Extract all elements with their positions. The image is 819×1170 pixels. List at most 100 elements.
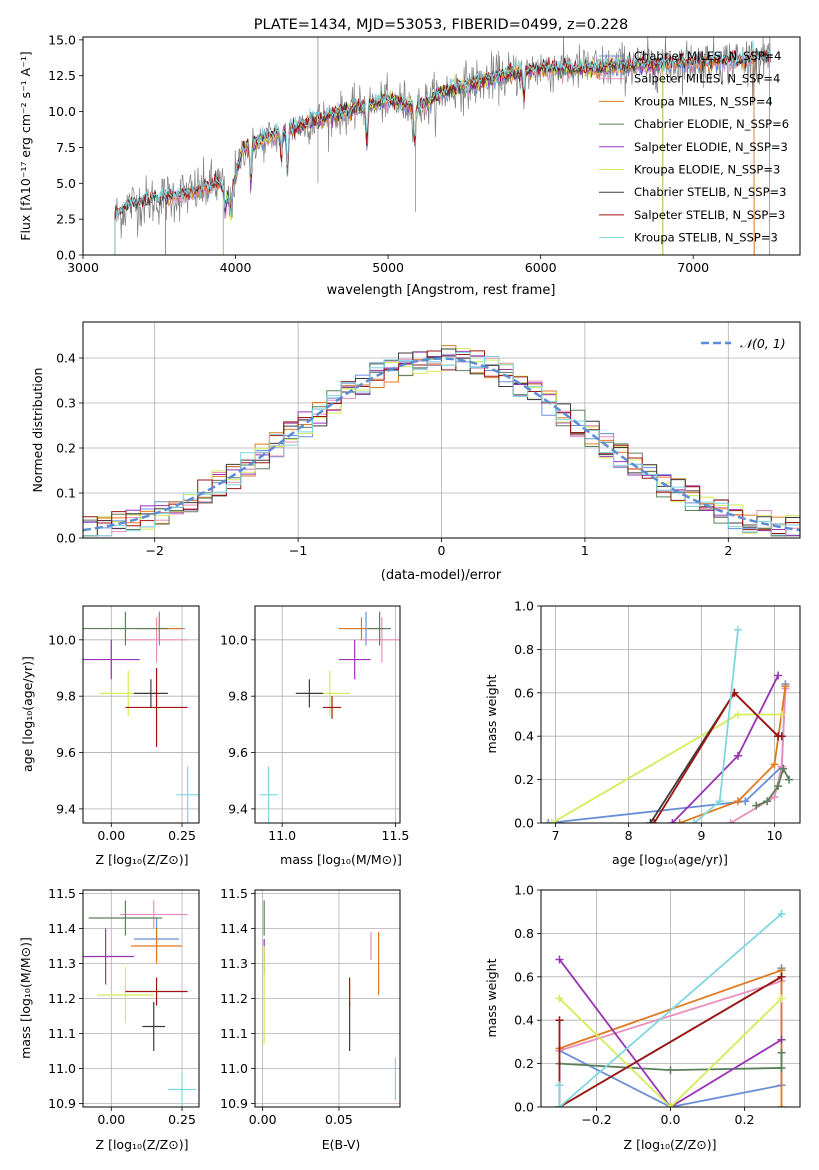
weight-marker-salpeter-elodie [555,955,564,964]
tick-label-y: 11.5 [48,886,76,901]
plot-area-mass_vs_Z [83,890,199,1107]
errorbar-chabrier-elodie [83,611,168,646]
weight-marker-kroupa-stelib [715,797,724,806]
weight-line-kroupa-stelib [558,913,783,1107]
weight-marker-chabrier-elodie [777,1063,786,1072]
weight-marker-kroupa-elodie [777,994,786,1003]
errorbar-kroupa-elodie [97,967,154,1023]
plot-area-mass_vs_ebv [255,890,400,1107]
tick-label-x: 0 [438,543,446,558]
axes-spectrum: 3000 4000 5000 6000 7000 0.0 2.5 5.0 7.5 10.0 12.5… [48,32,801,275]
tick-label-y: 12.5 [48,68,76,83]
weight-marker-chabrier-elodie [779,764,788,773]
plot-area-residuals [83,322,800,538]
x-axis-label-residuals: (data-model)/error [381,568,502,583]
tick-label-x: 7 [552,828,560,843]
weight-line-chabrier-elodie [559,1052,783,1072]
tick-label-y: 0.0 [514,816,534,831]
y-axis-label-age_vs_Z: age [log₁₀(age/yr)] [20,656,35,772]
tick-label-x: 8 [625,828,633,843]
y-axis-label-mass_weight_vs_age: mass weight [484,674,499,753]
tick-label-y: 9.6 [228,745,248,760]
weight-marker-salpeter-elodie [733,751,742,760]
errorbar-chabrier-elodie [368,611,391,646]
tick-label-x: 4000 [220,260,252,275]
tick-label-y: 11.5 [220,886,248,901]
tick-label-y: 0.2 [514,772,534,787]
legend-label-chabrier-miles: Chabrier MILES, N_SSP=4 [634,49,781,63]
weight-line-kroupa-elodie [558,997,783,1107]
axes-mass_vs_ebv: 0.00 0.05 10.9 11.0 11.1 11.2 11.3 11.4 11.5 [220,886,401,1127]
weight-marker-salpeter-elodie [777,1035,786,1044]
tick-label-y: 0.0 [56,248,76,263]
weight-marker-salpeter-stelib [777,972,786,981]
errorbar-salpeter-miles [125,617,188,663]
weight-marker-kroupa-stelib [777,909,786,918]
x-axis-label-mass_vs_Z: Z [log₁₀(Z/Z⊙)] [96,1137,189,1152]
axes-age_vs_Z: 0.00 0.25 9.4 9.6 9.8 10.0 [48,605,200,843]
weight-marker-salpeter-stelib [650,819,659,823]
weight-marker-chabrier-miles [544,819,553,823]
tick-label-x: −0.2 [581,1112,611,1127]
legend-label-salpeter-elodie: Salpeter ELODIE, N_SSP=3 [634,140,788,154]
weight-marker-salpeter-elodie [774,671,783,680]
weight-marker-kroupa-miles [781,682,790,691]
weight-marker-chabrier-miles [741,797,750,806]
weight-marker-kroupa-miles [733,797,742,806]
plot-area-age_vs_mass [255,606,400,823]
figure-title: PLATE=1434, MJD=53053, FIBERID=0499, z=0… [254,17,628,33]
tick-label-x: 1 [581,543,589,558]
legend-label-salpeter-stelib: Salpeter STELIB, N_SSP=3 [634,208,785,222]
axes-mass_weight_vs_Z: −0.2 0.0 0.2 0.0 0.2 0.4 0.6 0.8 1.0 [514,883,801,1127]
weight-marker-salpeter-elodie [668,819,677,823]
axes-frame-mass_weight_vs_Z [540,889,801,1108]
legend-label-kroupa-elodie: Kroupa ELODIE, N_SSP=3 [634,163,780,177]
tick-label-x: 0.00 [97,1112,125,1127]
errorbar-chabrier-stelib [295,679,323,708]
weight-marker-salpeter-stelib [777,732,786,741]
errorbar-kroupa-stelib [176,766,199,823]
weight-marker-kroupa-stelib [555,1081,564,1090]
tick-label-x: −1 [289,543,307,558]
weight-marker-chabrier-stelib [646,819,655,823]
tick-label-x: 11.0 [268,828,296,843]
weight-marker-chabrier-elodie [774,782,783,791]
weight-marker-salpeter-miles [770,792,779,801]
tick-label-y: 9.4 [228,801,248,816]
tick-label-x: 2 [724,543,732,558]
tick-label-y: 1.0 [514,599,534,614]
legend-residuals: 𝒩(0, 1) [701,336,786,351]
tick-label-y: 5.0 [56,176,76,191]
axes-frame-age_vs_mass [254,605,401,824]
tick-label-y: 11.3 [220,956,248,971]
axes-frame-age_vs_Z [82,605,200,824]
plot-area-age_vs_Z [83,606,199,823]
tick-label-y: 0.4 [514,729,534,744]
y-axis-label-mass_vs_Z: mass [log₁₀(M/M⊙)] [18,937,33,1059]
axes-residuals: −2 −1 0 1 2 0.0 0.1 0.2 0.3 0.4 [56,321,801,558]
tick-label-y: 9.4 [56,801,76,816]
tick-label-y: 0.2 [514,1056,534,1071]
plot-area-mass_weight_vs_age [541,606,800,823]
weight-marker-chabrier-elodie [763,797,772,806]
weight-marker-kroupa-elodie [777,710,786,719]
weight-marker-chabrier-elodie [666,1066,675,1075]
errorbar-chabrier-elodie [88,900,163,936]
axes-frame-mass_vs_Z [82,889,200,1108]
errorbar-salpeter-stelib [322,696,342,719]
tick-label-y: 1.0 [514,883,534,898]
legend-spectrum: Chabrier MILES, N_SSP=4 Salpeter MILES, N… [599,49,789,245]
errorbar-chabrier-stelib [133,679,168,708]
tick-label-x: 0.00 [97,828,125,843]
x-axis-label-mass_weight_vs_age: age [log₁₀(age/yr)] [612,852,728,867]
weight-line-salpeter-elodie [558,958,782,1107]
legend-label-salpeter-miles: Salpeter MILES, N_SSP=4 [634,72,780,86]
tick-label-y: 0.4 [514,1013,534,1028]
axes-frame-residuals [82,321,801,539]
histogram-kroupa-stelib [83,351,800,538]
tick-label-y: 0.8 [514,642,534,657]
tick-label-y: 0.1 [56,486,76,501]
tick-label-y: 9.6 [56,745,76,760]
tick-label-y: 10.9 [220,1096,248,1111]
tick-label-y: 11.4 [220,921,248,936]
